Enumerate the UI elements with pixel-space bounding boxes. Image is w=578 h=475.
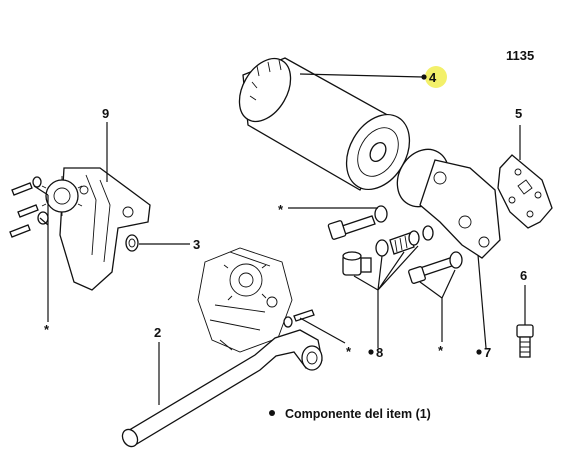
callout-8: 3	[193, 237, 200, 252]
oil-pickup-tube	[121, 329, 323, 448]
valve-parts	[342, 225, 434, 276]
oil-pump	[41, 167, 151, 291]
callout-2: 7	[484, 345, 491, 360]
star-marker-right: *	[346, 344, 352, 359]
callout-7: 9	[102, 106, 109, 121]
star-marker-bottom: *	[438, 343, 444, 358]
tube-bolt	[283, 309, 315, 328]
figure-code: 1135	[506, 48, 534, 63]
oil-filter	[238, 57, 411, 191]
callout-3: 8	[376, 345, 383, 360]
legend-text: Componente del item (1)	[285, 407, 431, 421]
callout-4-highlight	[425, 66, 447, 88]
gasket-plate	[497, 154, 553, 229]
seal-ring	[125, 234, 139, 252]
star-marker-left: *	[44, 322, 50, 337]
callout-9: 2	[154, 325, 161, 340]
legend-bullet	[269, 410, 275, 416]
callout-4: 4	[429, 70, 437, 85]
star-marker-top: *	[278, 202, 284, 217]
pump-bolts	[9, 176, 49, 238]
filter-support	[396, 148, 501, 259]
callout-6: 6	[520, 268, 527, 283]
support-bolt	[327, 205, 388, 240]
mount-bolt	[408, 251, 463, 284]
drain-plug	[516, 324, 534, 358]
callout-5: 5	[515, 106, 522, 121]
